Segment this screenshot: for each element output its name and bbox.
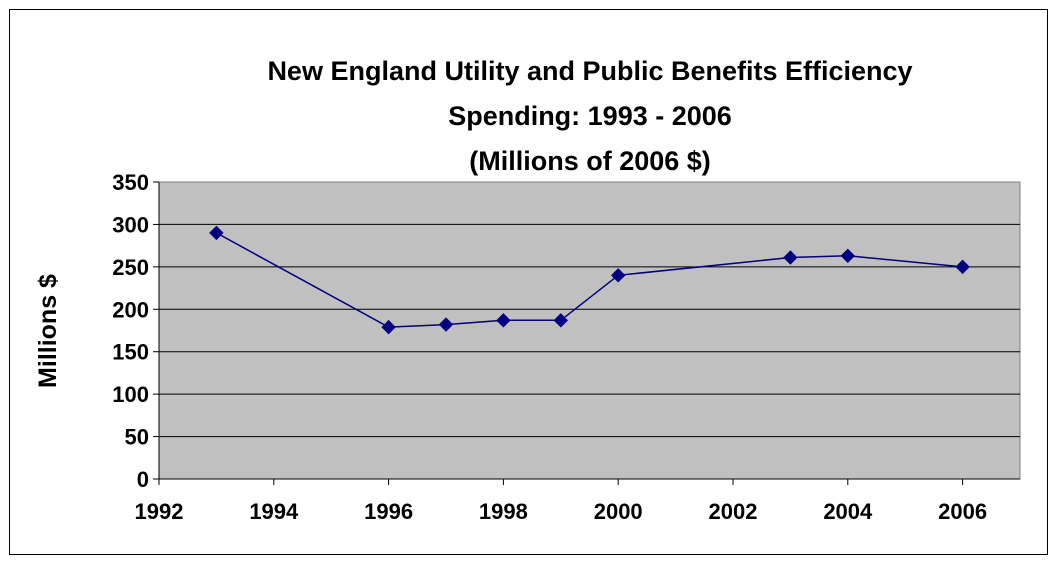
y-tick-label: 200 <box>112 297 149 322</box>
data-point-1996 <box>381 319 396 335</box>
data-point-2004 <box>840 248 856 264</box>
chart-title-line-3: (Millions of 2006 $) <box>469 146 711 176</box>
x-tick-label: 2000 <box>594 499 643 524</box>
y-tick-label: 50 <box>125 425 149 450</box>
data-point-2000 <box>610 268 626 283</box>
x-tick-label: 2006 <box>938 499 987 524</box>
y-tick-labels: 0 50 100 150 200 250 300 350 <box>112 170 149 492</box>
y-tick-label: 150 <box>112 340 149 365</box>
y-tick-label: 100 <box>112 382 149 407</box>
data-point-1999 <box>553 313 569 328</box>
y-axis-title: Millions $ <box>34 274 62 388</box>
y-tick-label: 250 <box>112 255 149 280</box>
axes <box>153 181 1020 485</box>
y-tick-label: 300 <box>112 212 149 237</box>
data-point-1997 <box>438 317 454 332</box>
x-tick-label: 1994 <box>249 499 299 524</box>
x-tick-labels: 1992 1994 1996 1998 2000 2002 2004 2006 <box>135 499 988 524</box>
x-tick-label: 1998 <box>479 499 528 524</box>
x-tick-label: 2002 <box>709 499 758 524</box>
y-tick-label: 350 <box>112 170 149 195</box>
chart-title-line-1: New England Utility and Public Benefits … <box>267 56 912 86</box>
data-point-1993 <box>209 225 224 241</box>
chart-title-line-2: Spending: 1993 - 2006 <box>448 101 732 131</box>
x-tick-label: 2004 <box>823 499 873 524</box>
plot-area <box>158 181 1021 480</box>
data-point-2006 <box>955 259 970 275</box>
x-tick-label: 1992 <box>135 499 184 524</box>
gridlines <box>159 223 1020 438</box>
data-point-2003 <box>783 250 798 265</box>
series-layer <box>209 225 970 335</box>
data-point-1998 <box>496 313 511 328</box>
x-tick-label: 1996 <box>364 499 413 524</box>
y-tick-label: 0 <box>137 467 149 492</box>
